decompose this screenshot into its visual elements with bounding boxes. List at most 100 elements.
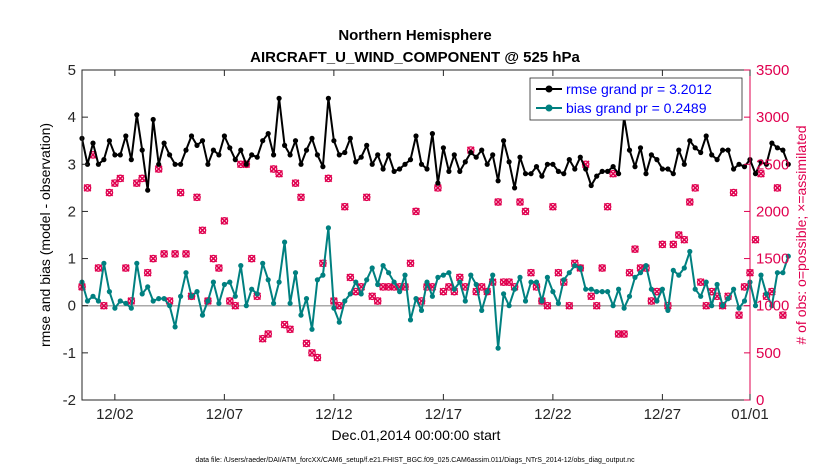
rmse-point: [199, 138, 206, 144]
rmse-point: [687, 138, 693, 144]
rmse-point: [637, 145, 644, 151]
rmse-point: [145, 187, 151, 193]
obs-possible-point: [603, 202, 612, 211]
bias-point: [752, 303, 759, 309]
obs-possible-point: [527, 268, 535, 277]
bias-point: [659, 286, 666, 292]
obs-possible-point: [587, 292, 596, 301]
rmse-point: [725, 147, 731, 153]
bias-point: [517, 274, 523, 280]
rmse-point: [205, 161, 211, 167]
rmse-point: [178, 161, 184, 167]
rmse-point: [210, 147, 216, 153]
bias-point: [670, 267, 676, 273]
bias-point: [243, 303, 249, 309]
rmse-point: [769, 140, 775, 146]
rmse-point: [232, 157, 238, 163]
obs-possible-point: [499, 278, 508, 286]
bias-line: [81, 226, 790, 350]
obs-possible-point: [308, 349, 316, 357]
bias-point: [271, 300, 277, 306]
bias-point: [698, 293, 704, 299]
rmse-point: [375, 152, 381, 158]
rmse-point: [276, 95, 282, 101]
bias-point: [725, 296, 731, 302]
obs-assimilated-point: [220, 216, 229, 225]
obs-possible-point: [625, 268, 634, 277]
rmse-point: [583, 166, 589, 172]
bias-point: [643, 263, 649, 269]
bias-point: [364, 277, 370, 283]
obs-assimilated-point: [658, 240, 667, 249]
obs-possible-point: [543, 301, 552, 310]
rmse-point: [539, 173, 545, 179]
bias-point: [309, 326, 315, 332]
rmse-point: [156, 161, 162, 167]
rmse-point: [468, 149, 474, 156]
data-file-footnote: data file: /Users/raeder/DAI/ATM_forcXX/…: [195, 457, 635, 464]
rmse-point: [588, 182, 594, 189]
rmse-point: [358, 154, 364, 160]
obs-possible-point: [379, 283, 387, 291]
rmse-point: [506, 159, 512, 165]
rmse-point: [216, 152, 222, 158]
bias-point: [577, 265, 583, 271]
bias-point: [353, 279, 359, 285]
bias-point: [298, 312, 304, 318]
bias-point: [342, 298, 348, 304]
bias-point: [654, 298, 660, 304]
obs-assimilated-point: [297, 193, 305, 202]
rmse-point: [331, 138, 337, 144]
bias-point: [785, 253, 791, 259]
bias-point: [90, 293, 96, 299]
bias-point: [287, 300, 293, 306]
rmse-point: [605, 168, 611, 174]
obs-possible-point: [445, 283, 453, 291]
obs-assimilated-point: [603, 202, 612, 211]
obs-possible-point: [620, 330, 628, 338]
obs-possible-point: [658, 240, 667, 249]
obs-possible-point: [220, 217, 229, 225]
rmse-point: [774, 145, 781, 151]
bias-point: [260, 260, 266, 266]
rmse-point: [429, 131, 435, 137]
bias-point: [386, 270, 392, 276]
obs-possible-point: [521, 207, 530, 216]
bias-point: [429, 293, 435, 299]
obs-assimilated-point: [680, 235, 689, 244]
right-tick-label: 2000: [756, 203, 789, 220]
bias-point: [566, 270, 572, 276]
rmse-point: [347, 135, 353, 141]
bias-point: [391, 279, 397, 285]
rmse-point: [736, 161, 742, 167]
obs-assimilated-point: [516, 198, 524, 206]
obs-assimilated-point: [406, 259, 415, 268]
rmse-point: [282, 142, 288, 148]
rmse-point: [566, 157, 572, 163]
bias-point: [462, 298, 468, 304]
right-axis-label: # of obs: o=possible; ×=assimilated: [793, 125, 809, 344]
left-axis-ticks: -2 -1 0 1 2 3 4 5: [63, 62, 88, 409]
bias-point: [238, 263, 244, 269]
obs-assimilated-point: [182, 249, 190, 258]
rmse-point: [495, 178, 501, 184]
bias-point: [440, 272, 446, 278]
left-tick-label: 3: [68, 156, 76, 173]
obs-assimilated-point: [209, 254, 218, 263]
bias-point: [101, 260, 107, 266]
rmse-point: [517, 154, 523, 160]
bias-point: [95, 298, 101, 304]
obs-possible-point: [231, 301, 240, 310]
bias-point: [648, 286, 655, 292]
obs-possible-point: [477, 283, 486, 291]
bias-point: [232, 293, 238, 299]
rmse-point: [550, 161, 556, 167]
rmse-point: [692, 145, 698, 151]
x-tick-label: 12/17: [425, 406, 463, 423]
rmse-point: [320, 164, 326, 170]
obs-assimilated-point: [592, 301, 601, 310]
bias-point: [150, 298, 156, 304]
rmse-point: [659, 166, 666, 172]
obs-possible-point: [258, 334, 267, 343]
rmse-point: [599, 168, 605, 174]
